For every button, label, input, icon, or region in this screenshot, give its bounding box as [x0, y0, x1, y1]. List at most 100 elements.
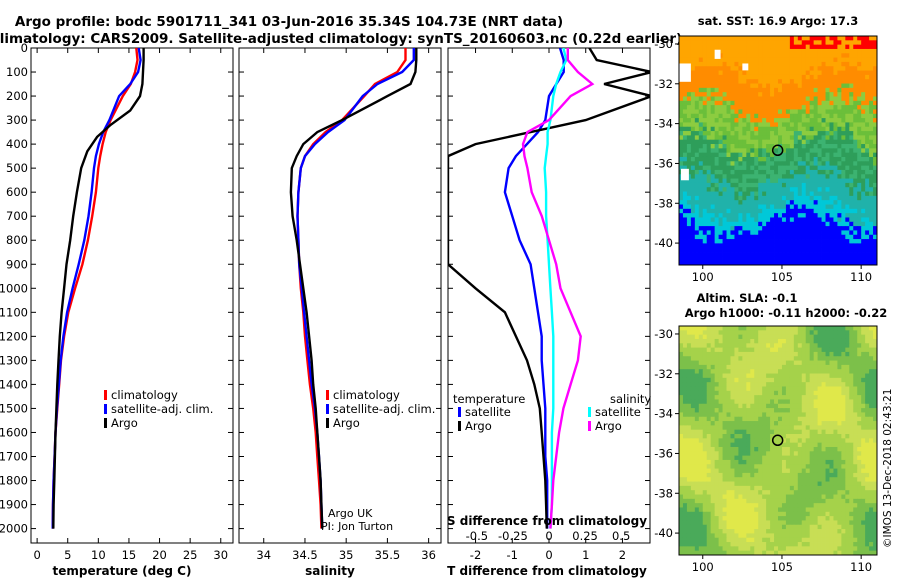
map-cell: [758, 100, 763, 106]
missing-data-cell: [679, 63, 691, 82]
map-cell: [793, 459, 799, 465]
map-cell: [722, 96, 727, 102]
map-cell: [809, 326, 815, 331]
map-cell: [809, 477, 815, 482]
map-cell: [742, 44, 747, 50]
map-cell: [718, 326, 723, 331]
map-cell: [762, 247, 767, 253]
map-cell: [750, 446, 755, 452]
map-cell: [805, 434, 811, 439]
map-cell: [841, 131, 846, 136]
map-cell: [766, 144, 771, 149]
map-cell: [770, 195, 775, 201]
map-cell: [813, 144, 818, 149]
map-cell: [853, 92, 858, 97]
map-cell: [845, 36, 850, 41]
map-cell: [694, 459, 700, 465]
map-cell: [825, 377, 830, 383]
map-cell: [766, 399, 771, 405]
map-cell: [682, 451, 688, 457]
map-cell: [778, 247, 783, 253]
map-cell: [762, 113, 767, 119]
map-cell: [730, 44, 735, 50]
map-cell: [679, 459, 684, 465]
map-cell: [734, 472, 739, 478]
map-cell: [710, 498, 716, 504]
map-cell: [825, 92, 830, 97]
map-cell: [829, 477, 834, 482]
map-cell: [873, 343, 878, 348]
map-cell: [690, 256, 696, 262]
map-cell: [837, 464, 842, 469]
map-cell: [861, 390, 866, 396]
map-cell: [738, 36, 743, 41]
map-cell: [770, 230, 775, 236]
map-cell: [869, 44, 874, 50]
map-cell: [873, 338, 878, 344]
map-cell: [849, 213, 854, 218]
map-cell: [738, 442, 743, 448]
map-cell: [690, 87, 696, 93]
map-cell: [785, 204, 791, 210]
map-cell: [809, 343, 815, 348]
map-cell: [730, 438, 735, 444]
map-cell: [698, 169, 704, 175]
map-cell: [710, 338, 716, 344]
map-cell: [805, 230, 811, 236]
map-cell: [682, 338, 688, 344]
map-cell: [714, 326, 719, 331]
map-cell: [734, 144, 739, 149]
map-cell: [789, 472, 795, 478]
map-cell: [813, 395, 818, 400]
map-cell: [726, 455, 731, 461]
map-cell: [734, 96, 739, 102]
map-cell: [833, 256, 838, 262]
map-cell: [710, 57, 716, 63]
map-cell: [762, 156, 767, 162]
map-cell: [774, 260, 779, 266]
map-cell: [774, 83, 779, 89]
map-cell: [774, 113, 779, 119]
map-cell: [789, 144, 795, 149]
map-cell: [686, 36, 692, 41]
map-cell: [706, 256, 712, 262]
map-cell: [825, 256, 830, 262]
map-cell: [706, 399, 712, 405]
map-cell: [750, 36, 755, 41]
map-cell: [873, 477, 878, 482]
map-cell: [758, 412, 763, 418]
map-cell: [789, 377, 795, 383]
map-cell: [845, 464, 850, 469]
map-cell: [869, 485, 874, 491]
map-cell: [825, 169, 830, 175]
map-cell: [714, 260, 719, 266]
map-cell: [730, 118, 735, 123]
map-cell: [821, 459, 826, 465]
map-cell: [714, 135, 719, 141]
map-cell: [726, 252, 731, 257]
map-cell: [833, 234, 838, 240]
map-cell: [770, 343, 775, 348]
map-cell: [758, 191, 763, 197]
map-cell: [734, 118, 739, 123]
map-cell: [690, 195, 696, 201]
map-cell: [722, 403, 727, 409]
map-cell: [726, 87, 731, 93]
map-cell: [734, 386, 739, 392]
map-cell: [718, 421, 723, 426]
map-cell: [754, 187, 759, 192]
map-cell: [817, 109, 822, 115]
map-cell: [774, 161, 779, 167]
map-cell: [774, 36, 779, 41]
map-cell: [785, 347, 791, 353]
map-cell: [849, 395, 854, 400]
map-cell: [730, 403, 735, 409]
map-cell: [869, 174, 874, 179]
map-cell: [706, 386, 712, 392]
map-cell: [781, 373, 787, 379]
map-cell: [722, 347, 727, 353]
map-cell: [861, 195, 866, 201]
map-cell: [793, 122, 799, 128]
map-cell: [817, 36, 822, 41]
map-cell: [758, 438, 763, 444]
